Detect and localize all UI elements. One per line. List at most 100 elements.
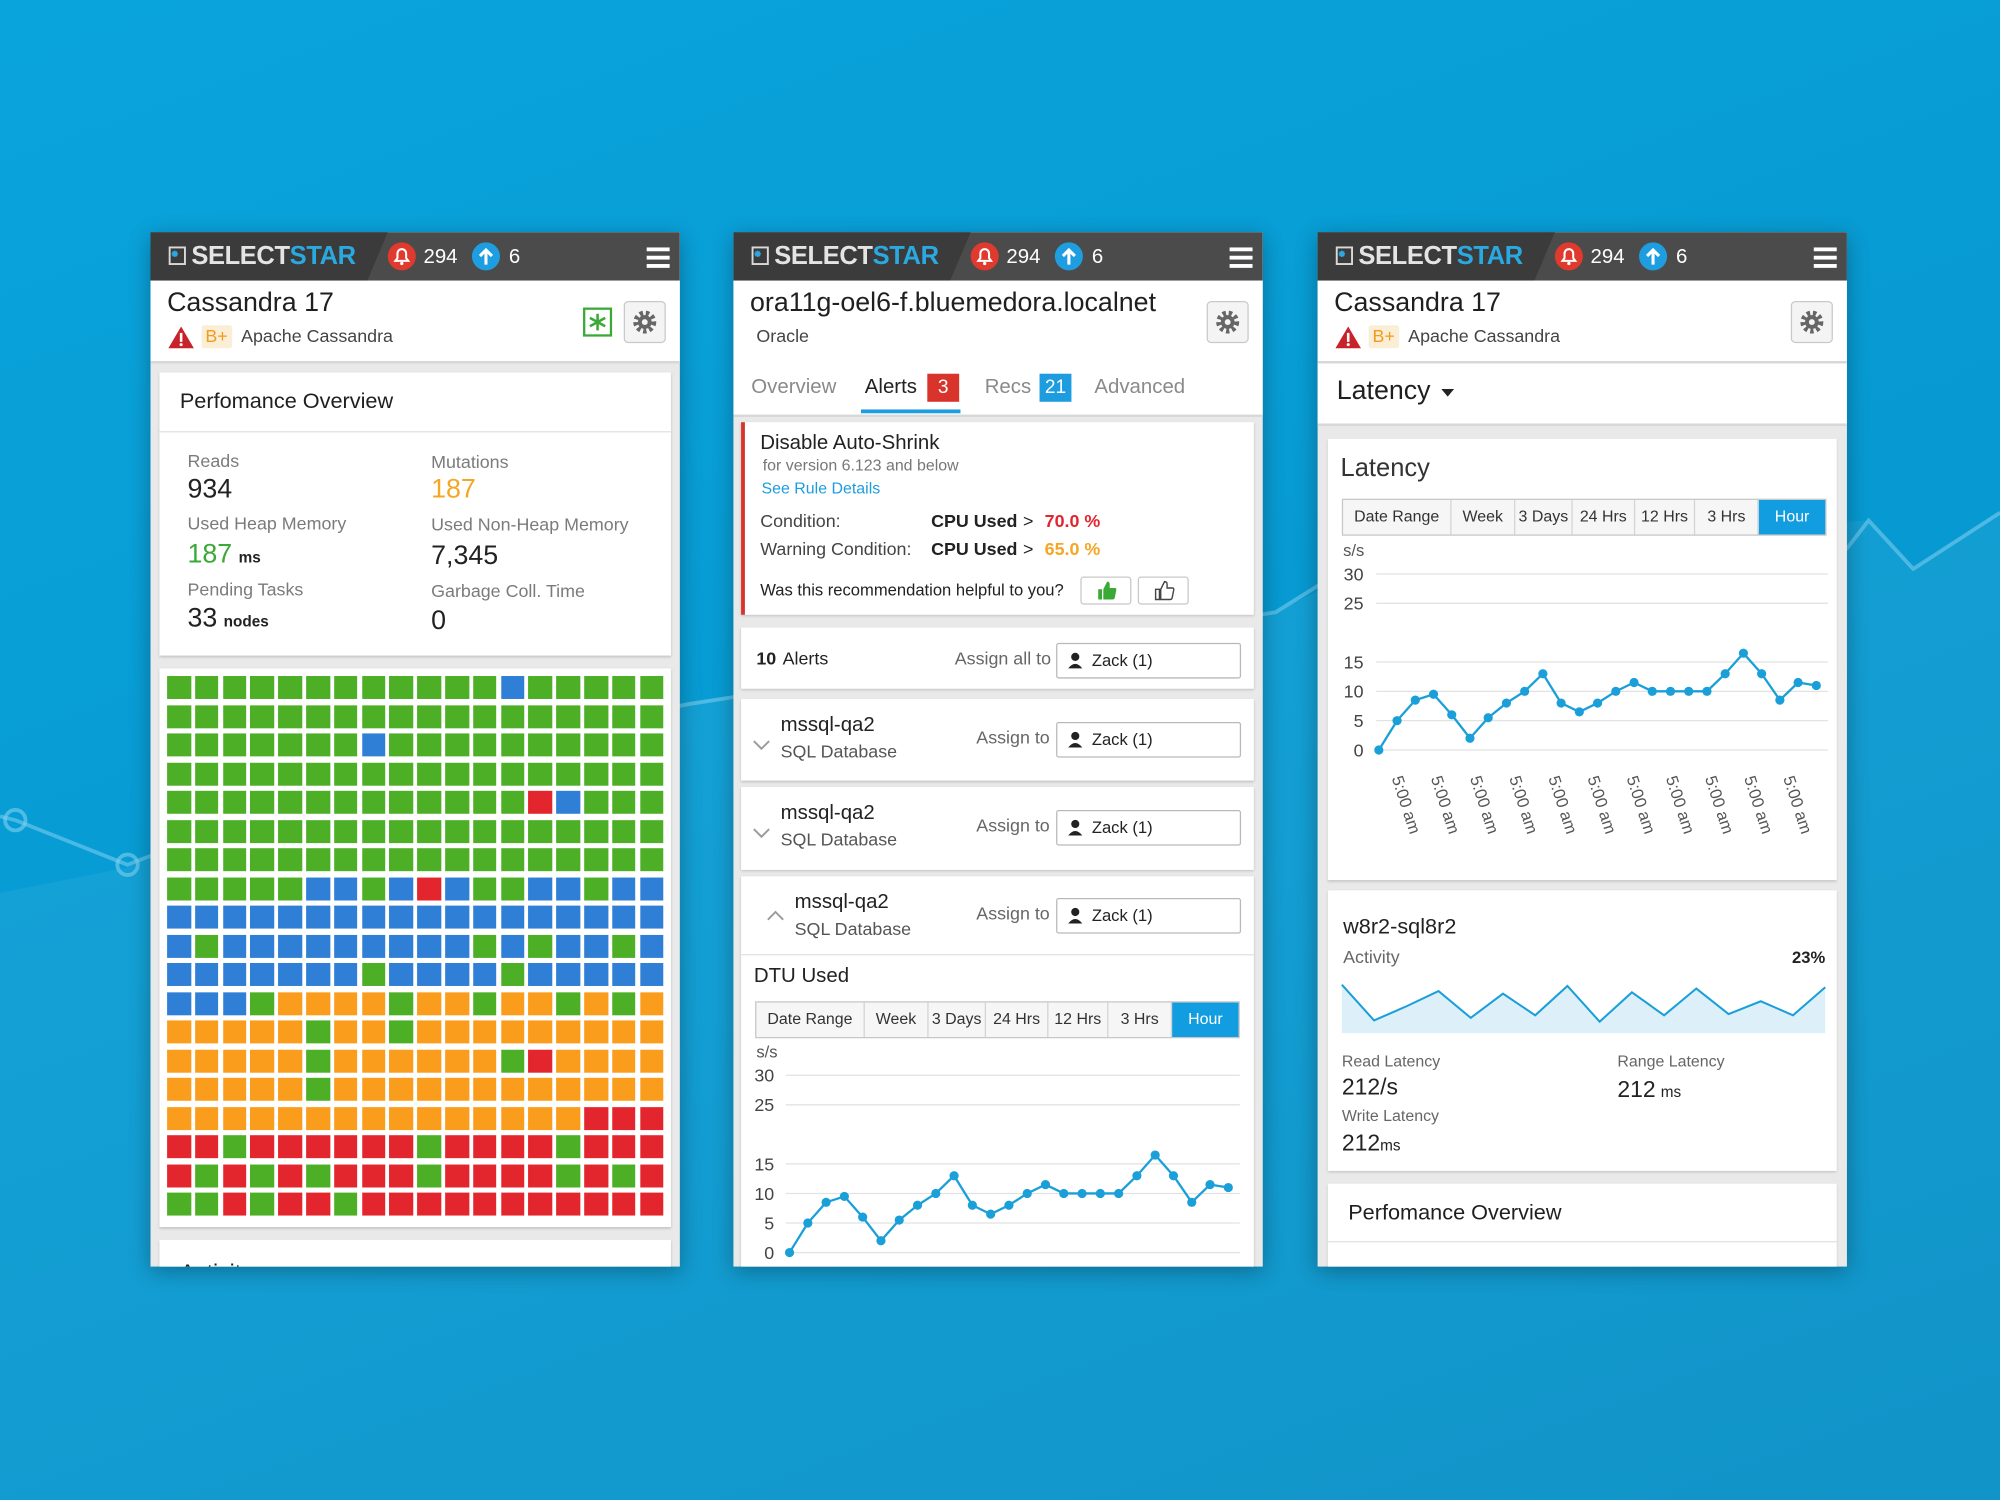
settings-button[interactable] [1790, 301, 1833, 344]
data-point [1665, 686, 1676, 696]
metric-value: 0 [431, 605, 446, 638]
heatmap-cell [611, 963, 636, 986]
range-button[interactable]: 3 Days [927, 1002, 984, 1037]
heatmap-cell [389, 876, 414, 900]
assignee-select[interactable]: Zack (1) [1056, 721, 1242, 758]
data-point [1811, 680, 1821, 691]
assignee-select[interactable]: Zack (1) [1056, 642, 1242, 679]
menu-button[interactable] [1229, 247, 1253, 268]
heatmap-cell [306, 790, 330, 814]
data-point [1022, 1188, 1032, 1199]
range-button[interactable]: 24 Hrs [984, 1002, 1048, 1037]
heatmap-cell [278, 1020, 302, 1044]
range-button[interactable]: Date Range [1354, 507, 1440, 526]
icon-part [1098, 581, 1117, 600]
dropdown-arrow[interactable] [1441, 389, 1455, 397]
thumbs-up-button[interactable] [1080, 576, 1132, 605]
alerts-icon[interactable] [970, 242, 999, 271]
range-button[interactable]: 3 Days [1514, 499, 1571, 535]
alerts-icon[interactable] [1554, 242, 1583, 271]
range-button[interactable]: Date Range [767, 1010, 853, 1029]
rec-link[interactable]: See Rule Details [761, 479, 881, 498]
icon-part [1800, 310, 1824, 334]
icon-part [168, 246, 186, 265]
heatmap-cell [250, 934, 275, 958]
tab[interactable]: Advanced [1094, 376, 1186, 399]
expand-toggle[interactable] [767, 910, 785, 921]
icon-part [1338, 250, 1346, 258]
icon-part [171, 250, 178, 258]
heatmap-cell [472, 934, 497, 958]
range-button[interactable]: Hour [1170, 1002, 1239, 1037]
range-selector: Date Range Week 3 Days 24 Hrs 12 Hrs 3 Hrs Hou… [1341, 498, 1827, 536]
favorite-button[interactable] [583, 307, 613, 337]
icon-part [1441, 389, 1455, 397]
expand-toggle[interactable] [753, 740, 771, 751]
tab[interactable]: Overview [751, 376, 837, 399]
thumbs-down-button[interactable] [1137, 576, 1189, 605]
range-button[interactable]: Week [863, 1002, 928, 1037]
heatmap-cell [194, 704, 219, 728]
heatmap-cell [639, 1106, 664, 1130]
heatmap-cell [306, 676, 330, 699]
y-tick-label: 5 [764, 1213, 774, 1233]
heatmap-cell [528, 704, 553, 728]
range-button[interactable]: 3 Hrs [1693, 499, 1758, 535]
heatmap-cell [361, 991, 386, 1015]
assignee-select[interactable]: Zack (1) [1056, 809, 1242, 846]
assignee-name: Zack (1) [1091, 905, 1153, 925]
stat-label: Read Latency [1341, 1052, 1441, 1071]
heatmap-cell [361, 733, 386, 757]
data-point [1647, 686, 1657, 696]
heatmap-cell [528, 1192, 553, 1216]
stat-value: 212/s [1342, 1073, 1398, 1101]
data-point [1004, 1200, 1014, 1210]
heatmap-cell [417, 762, 441, 786]
heatmap-cell [222, 1049, 247, 1073]
assignee-select[interactable]: Zack (1) [1056, 897, 1242, 934]
heatmap-cell [222, 848, 247, 872]
heatmap-cell [611, 1020, 636, 1044]
menu-button[interactable] [646, 247, 670, 268]
data-point [1059, 1188, 1069, 1199]
heatmap-cell [556, 934, 580, 958]
expand-toggle[interactable] [753, 828, 771, 839]
range-button[interactable]: 24 Hrs [1571, 499, 1634, 535]
heatmap-cell [389, 1192, 414, 1216]
heatmap-cell [194, 1106, 219, 1130]
updates-icon[interactable] [1054, 242, 1083, 271]
tab[interactable]: Recs [984, 376, 1032, 399]
updates-icon[interactable] [1639, 242, 1668, 271]
icon-part [1317, 232, 1555, 281]
heatmap-cell [500, 1106, 525, 1130]
person-icon [1068, 907, 1083, 924]
range-button[interactable]: 12 Hrs [1633, 499, 1694, 535]
range-button[interactable]: 3 Hrs [1107, 1002, 1171, 1037]
heatmap-cell [194, 991, 219, 1015]
range-button[interactable]: Week [1450, 499, 1514, 535]
settings-button[interactable] [623, 301, 666, 344]
heatmap-cell [361, 1106, 386, 1130]
updates-icon[interactable] [471, 242, 500, 271]
page-title: Cassandra 17 [1334, 288, 1501, 318]
alerts-icon[interactable] [387, 242, 416, 271]
range-button[interactable]: 12 Hrs [1047, 1002, 1107, 1037]
view-dropdown[interactable]: Latency [1336, 376, 1431, 406]
condition-label: Condition: [760, 510, 841, 532]
data-point [1793, 677, 1803, 688]
range-button[interactable]: Hour [1757, 499, 1826, 535]
heatmap-cell [333, 1106, 358, 1130]
settings-button[interactable] [1206, 301, 1249, 344]
heatmap-cell [389, 1163, 414, 1187]
heatmap-cell [167, 876, 191, 900]
heatmap-cell [556, 762, 580, 786]
heatmap-cell [472, 991, 497, 1015]
menu-button[interactable] [1813, 247, 1837, 268]
heatmap-cell [167, 1077, 191, 1101]
icon-part [1068, 742, 1083, 748]
data-point [1501, 698, 1512, 708]
icon-part [751, 246, 769, 265]
heatmap-cell [445, 963, 469, 986]
heatmap-cell [389, 762, 414, 786]
tab[interactable]: Alerts [864, 376, 917, 399]
